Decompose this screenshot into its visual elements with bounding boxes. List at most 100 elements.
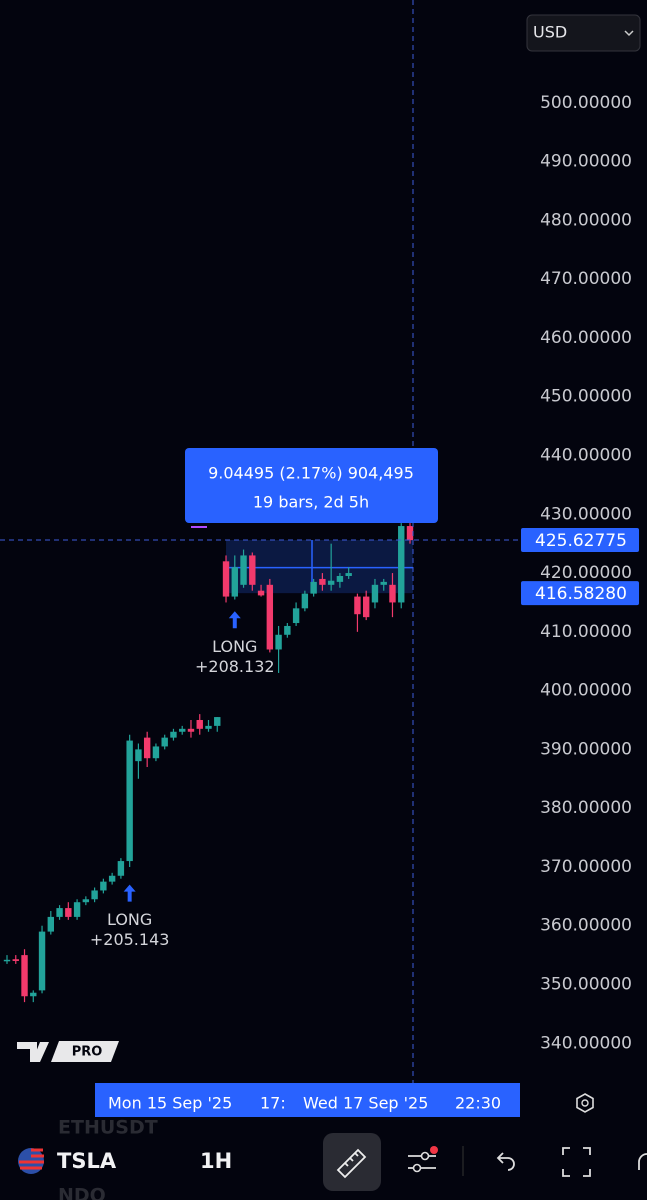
y-tick-label: 400.00000	[540, 681, 632, 701]
candle-body	[240, 555, 247, 585]
trade-arrow	[123, 884, 136, 902]
candle-body	[266, 584, 274, 650]
ruler-icon	[336, 1148, 367, 1179]
time-bar	[95, 1083, 520, 1117]
candle-body	[406, 526, 414, 541]
trade-arrow	[228, 611, 241, 629]
slider	[420, 1151, 430, 1161]
currency: USD	[533, 23, 567, 42]
fullscreen-button[interactable]	[562, 1147, 591, 1177]
time-end: Wed 17 Sep '25	[303, 1094, 428, 1113]
y-tick-label: 450.00000	[540, 387, 632, 407]
slider	[412, 1163, 422, 1173]
candle-body	[161, 737, 168, 747]
candle-body	[117, 861, 125, 876]
y-tick-label: 420.00000	[540, 563, 632, 583]
trade-label: LONG	[212, 637, 257, 656]
more-button[interactable]	[638, 1153, 647, 1170]
candle-body	[73, 902, 81, 917]
trade-label: LONG	[107, 910, 152, 929]
candle-body	[196, 720, 203, 729]
currency-dropdown[interactable]	[526, 14, 641, 52]
candle-body	[222, 561, 230, 597]
candle-body	[38, 931, 46, 991]
interval[interactable]: 1H	[200, 1149, 232, 1173]
y-tick-label: 340.00000	[540, 1033, 632, 1053]
logo-text: PRO	[72, 1045, 103, 1060]
candle-body	[275, 634, 282, 650]
y-tick-label: 360.00000	[540, 916, 632, 936]
candle-body	[327, 580, 335, 585]
candle-body	[301, 593, 309, 609]
candle-body	[179, 728, 186, 732]
trade-amount: +208.132	[195, 657, 275, 676]
symbol[interactable]: TSLA	[57, 1149, 117, 1173]
y-tick-label: 410.00000	[540, 622, 632, 642]
candle-body	[21, 955, 28, 997]
candle-body	[398, 526, 405, 603]
candle-body	[100, 881, 107, 891]
time-start: Mon 15 Sep '25	[108, 1094, 232, 1113]
candle-body	[30, 992, 37, 997]
trade-amount: +205.143	[90, 930, 170, 949]
y-tick-label: 440.00000	[540, 446, 632, 466]
candle-body	[65, 908, 72, 917]
candle-body	[389, 584, 396, 603]
y-tick-label: 430.00000	[540, 504, 632, 524]
y-tick-label: 350.00000	[540, 974, 632, 994]
logo: PRO	[17, 1041, 119, 1062]
candle-body	[345, 573, 352, 577]
candle-body	[310, 581, 317, 594]
candle-body	[257, 590, 265, 596]
candle-body	[284, 625, 291, 635]
y-tick-label: 460.00000	[540, 328, 632, 348]
candle-body	[249, 555, 256, 585]
measure-line1: 9.04495 (2.17%) 904,495	[208, 464, 414, 483]
chevron	[624, 30, 634, 37]
candle-body	[170, 731, 177, 738]
plot: 500.00000 490.00000 480.00000 470.00000 460.…	[0, 0, 639, 1083]
price-label: 425.62775	[535, 531, 627, 551]
candle-body	[380, 581, 387, 585]
y-tick-label: 480.00000	[540, 210, 632, 230]
candle-body	[135, 749, 142, 762]
price-label-bg	[521, 581, 639, 606]
candle-body	[205, 725, 212, 729]
candle-body	[152, 746, 160, 759]
candle-body	[108, 875, 116, 882]
candle-body	[354, 596, 361, 615]
y-tick-label: 470.00000	[540, 269, 632, 289]
settings-dot	[581, 1099, 589, 1107]
y-tick-label: 500.00000	[540, 93, 632, 113]
candle-body	[143, 737, 151, 759]
y-tick-label: 380.00000	[540, 798, 632, 818]
candle-body	[362, 596, 370, 618]
candle-body	[91, 890, 98, 900]
price-label-bg	[521, 527, 639, 552]
candle-body	[336, 576, 344, 582]
behind-symbol: ETHUSDT	[58, 1117, 158, 1139]
y-tick-label: 370.00000	[540, 857, 632, 877]
flag-stripes	[19, 1148, 44, 1170]
y-tick-label: 390.00000	[540, 739, 632, 759]
candle-body	[187, 728, 195, 732]
candle-body	[56, 908, 63, 917]
time-clock: 22:30	[455, 1094, 501, 1113]
candle-body	[231, 567, 238, 597]
candle-body	[82, 899, 90, 903]
time-mid: 17:	[260, 1094, 286, 1113]
candle-body	[214, 717, 221, 726]
candle-body	[292, 608, 300, 624]
notify-dot	[430, 1146, 438, 1154]
price-label: 416.58280	[535, 584, 627, 604]
candle-body	[12, 959, 19, 961]
measure-box	[185, 448, 438, 523]
settings-button[interactable]	[576, 1093, 594, 1113]
undo-button[interactable]	[496, 1152, 515, 1171]
ruler-button[interactable]	[323, 1133, 381, 1191]
behind-symbol: NDQ	[58, 1185, 106, 1200]
y-tick-label: 490.00000	[540, 152, 632, 172]
measure-line2: 19 bars, 2d 5h	[253, 493, 369, 512]
